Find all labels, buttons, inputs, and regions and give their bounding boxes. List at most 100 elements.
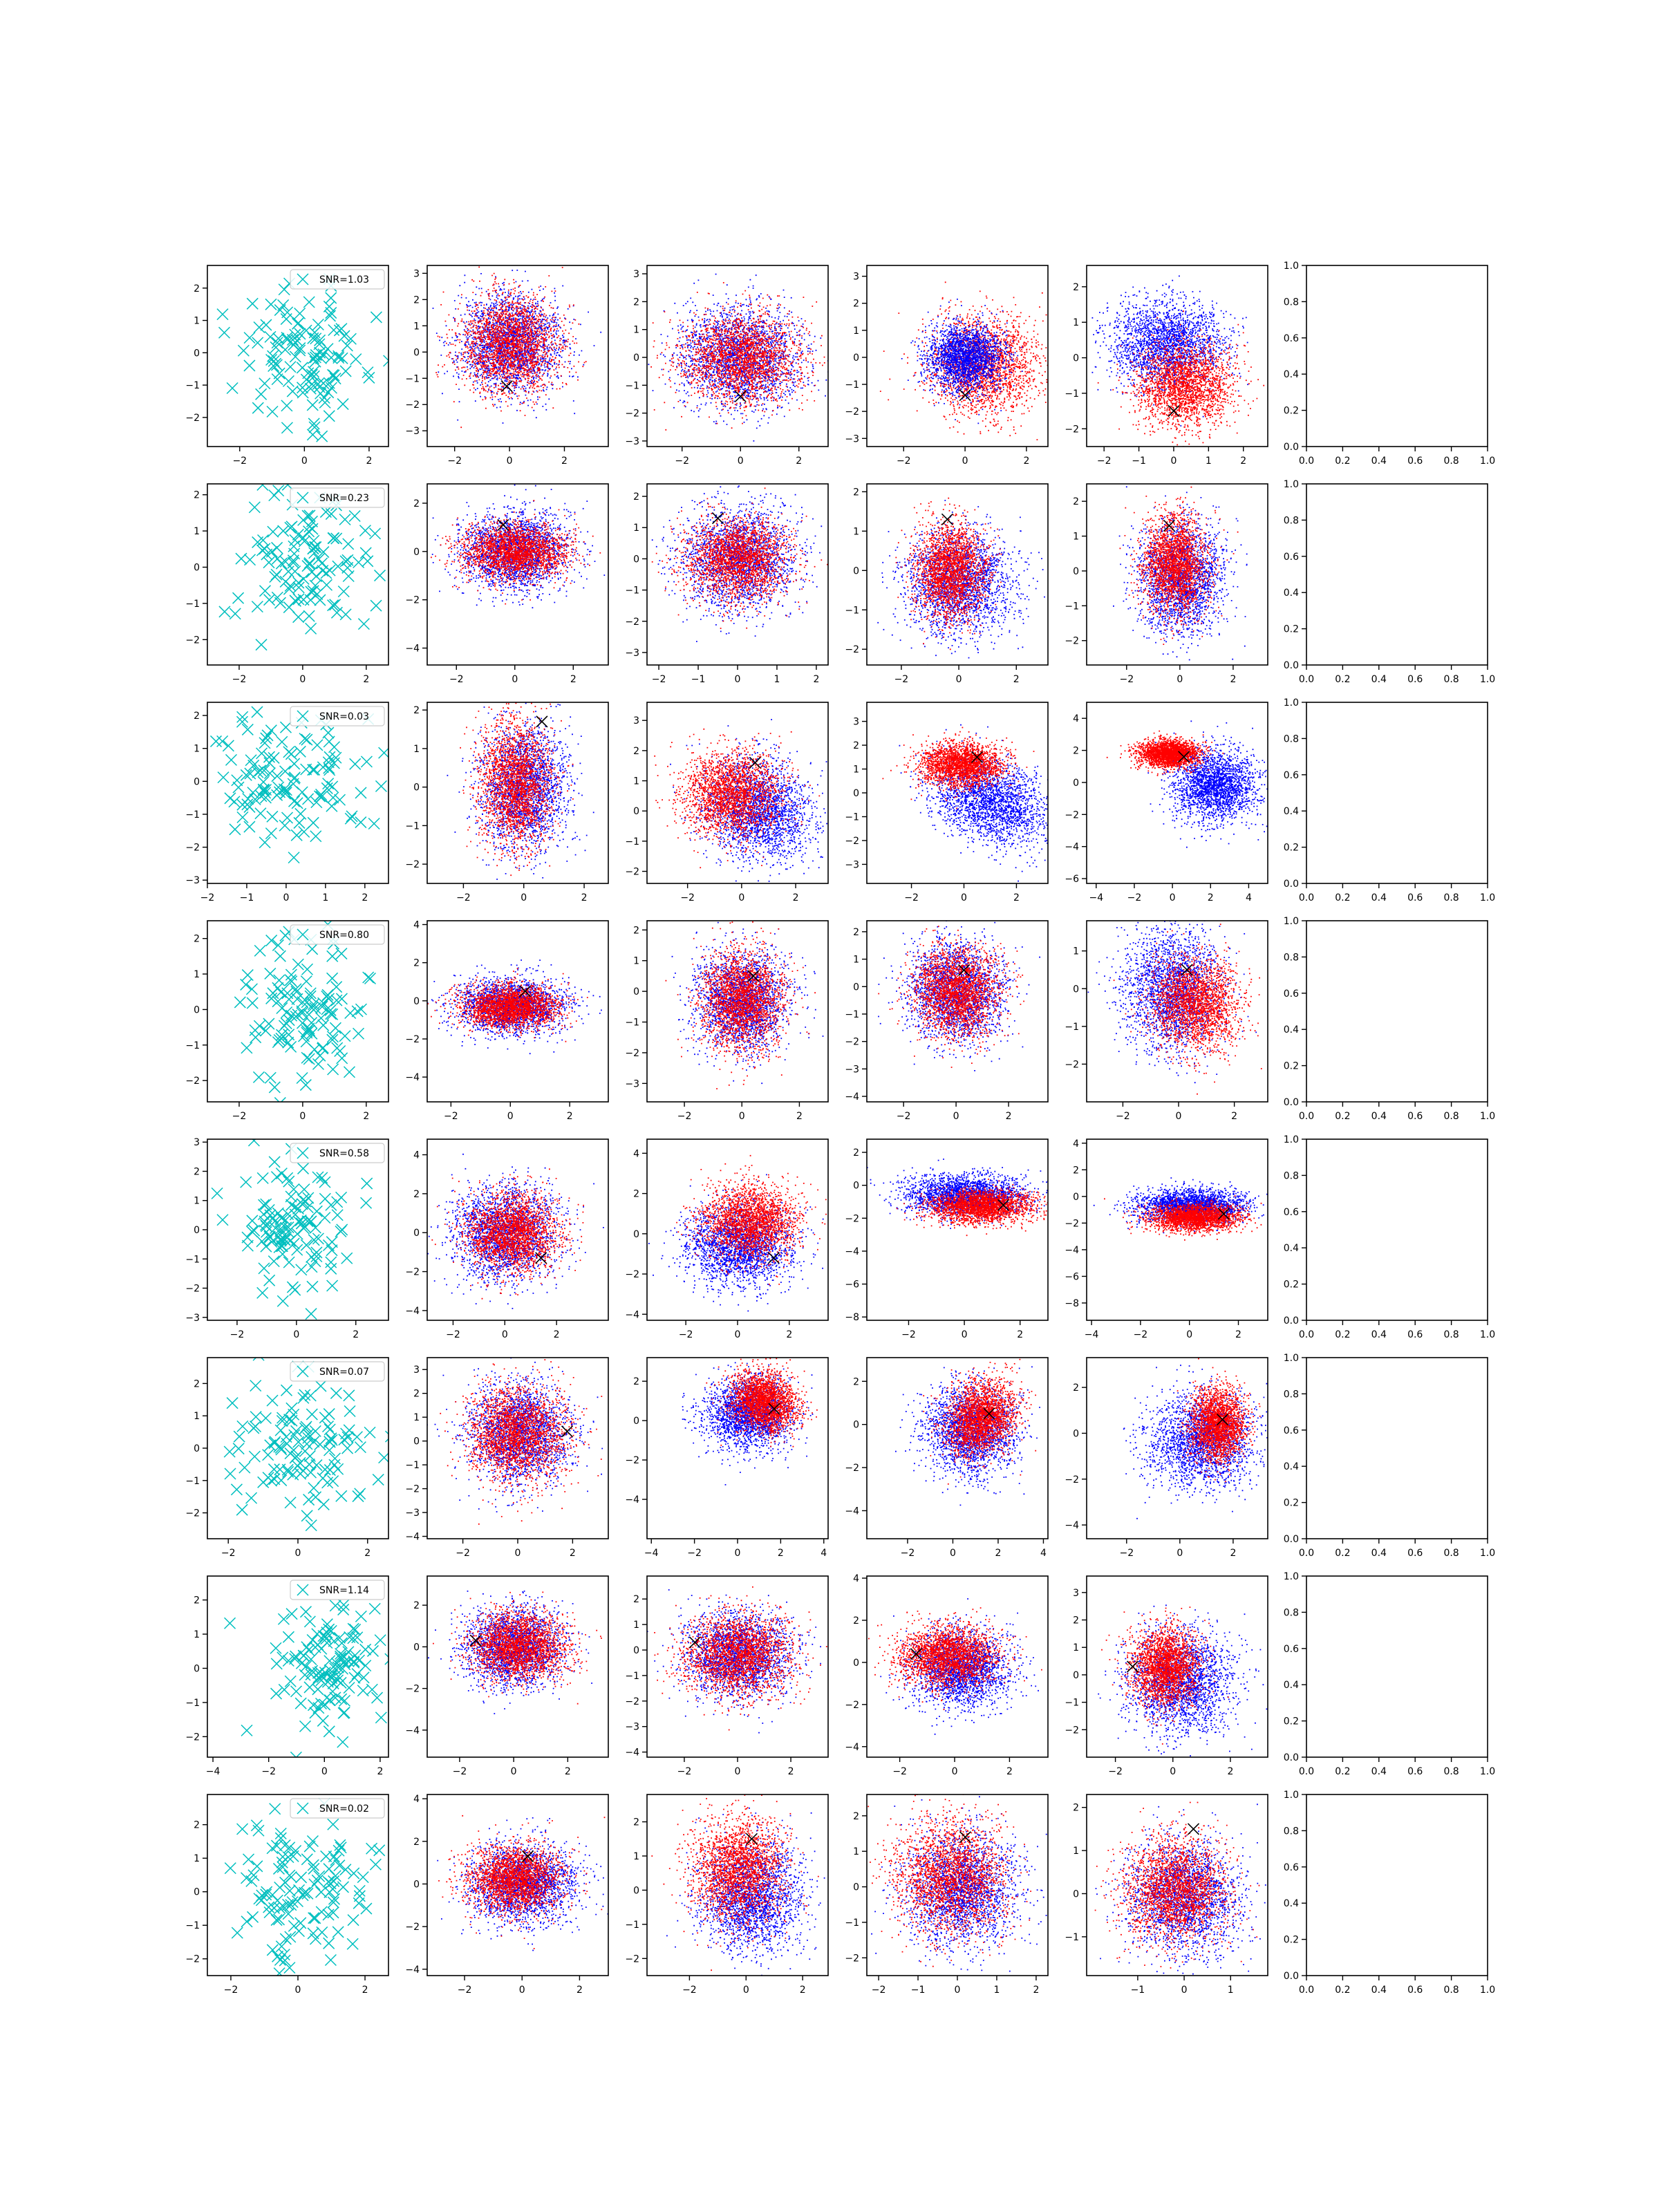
cyan-point bbox=[308, 765, 319, 776]
cyan-point bbox=[252, 706, 263, 718]
cloud-axis-xtick-label: −1 bbox=[1132, 456, 1146, 467]
cloud-axis-ytick-label: 3 bbox=[633, 269, 639, 280]
snr-axis-ytick-label: 0 bbox=[194, 1225, 200, 1236]
cloud-axis-ytick-label: −2 bbox=[405, 400, 420, 411]
cyan-point bbox=[229, 824, 241, 835]
empty-axis-ytick-label: 1.0 bbox=[1284, 1353, 1299, 1364]
empty-axis-ytick-label: 0.6 bbox=[1284, 552, 1299, 563]
cloud-axis-ytick-label: −1 bbox=[1065, 1932, 1079, 1943]
cloud-axis-ytick-label: 0 bbox=[853, 788, 859, 799]
cloud-points bbox=[1123, 1359, 1297, 1519]
cloud-panel-row-4-col-5: −2 0 2−2−101 bbox=[1065, 885, 1268, 1123]
cyan-point bbox=[233, 1443, 244, 1454]
cloud-points bbox=[447, 673, 594, 911]
cloud-axis-xtick-label: −2 bbox=[904, 892, 919, 903]
cyan-point bbox=[332, 1976, 343, 1987]
cloud-axis-ytick-label: 2 bbox=[413, 1389, 420, 1400]
cyan-point bbox=[302, 510, 313, 521]
cyan-point bbox=[284, 1962, 295, 1974]
cloud-axis-ytick-label: −1 bbox=[1065, 388, 1079, 400]
empty-axis-frame bbox=[1306, 1576, 1488, 1757]
cyan-point bbox=[241, 979, 252, 990]
cloud-points bbox=[895, 1353, 1054, 1505]
empty-axis-frame bbox=[1306, 484, 1488, 665]
cloud-axis-ytick-label: 0 bbox=[413, 782, 420, 794]
red-cloud bbox=[651, 1784, 818, 1970]
cloud-points bbox=[861, 1772, 1050, 1983]
blue-cloud bbox=[1098, 1605, 1267, 1761]
cloud-axis-ytick-label: 2 bbox=[413, 1189, 420, 1200]
cyan-point bbox=[288, 541, 299, 552]
cyan-point bbox=[361, 1197, 372, 1208]
cyan-point bbox=[310, 333, 321, 344]
cyan-point bbox=[244, 332, 255, 344]
cloud-axis-xtick-label: 2 bbox=[561, 456, 568, 467]
cyan-point bbox=[375, 570, 386, 581]
cyan-point bbox=[315, 1380, 326, 1391]
cyan-point bbox=[209, 466, 220, 477]
cloud-axis-xtick-label: −2 bbox=[675, 456, 689, 467]
cloud-axis-xtick-label: 2 bbox=[570, 1548, 576, 1559]
cyan-point bbox=[305, 988, 316, 999]
cloud-axis-ytick-label: −2 bbox=[405, 1484, 420, 1495]
cloud-axis-ytick-label: −3 bbox=[845, 433, 859, 444]
cloud-axis-xtick-label: 0 bbox=[1170, 892, 1176, 903]
cyan-point bbox=[341, 1253, 353, 1264]
cloud-axis-ytick-label: 0 bbox=[413, 1642, 420, 1653]
empty-axis-xtick-label: 0.8 bbox=[1443, 456, 1459, 467]
cyan-point bbox=[285, 1676, 296, 1687]
cyan-point bbox=[270, 1642, 281, 1653]
cloud-axis-ytick-label: 0 bbox=[413, 547, 420, 558]
cloud-panel-row-7-col-2: −2 0 2−4−202 bbox=[405, 1576, 608, 1777]
snr-axis-xtick-label: −2 bbox=[232, 456, 247, 467]
cyan-point bbox=[374, 1845, 385, 1856]
cloud-axis-ytick-label: 2 bbox=[1073, 1165, 1079, 1176]
cyan-point bbox=[328, 532, 339, 543]
cloud-axis-xtick-label: 2 bbox=[796, 456, 802, 467]
cloud-axis-xtick-label: −2 bbox=[458, 1985, 472, 1996]
cyan-points bbox=[225, 1798, 384, 1987]
cyan-point bbox=[324, 411, 335, 422]
cyan-point bbox=[330, 1453, 341, 1464]
cyan-point bbox=[253, 1071, 264, 1082]
cloud-axis-ytick-label: 1 bbox=[633, 325, 639, 336]
empty-axis-xtick-label: 0.2 bbox=[1335, 1548, 1350, 1559]
cloud-axis-ytick-label: 0 bbox=[1073, 1428, 1079, 1439]
legend-label: SNR=0.03 bbox=[319, 711, 369, 722]
cloud-axis-ytick-label: −2 bbox=[625, 1269, 639, 1280]
red-cloud bbox=[644, 476, 830, 628]
cloud-axis-ytick-label: −6 bbox=[1065, 1271, 1079, 1282]
cloud-axis-ytick-label: 0 bbox=[633, 806, 639, 817]
cloud-axis-xtick-label: 2 bbox=[793, 892, 799, 903]
cloud-axis-ytick-label: 1 bbox=[1073, 532, 1079, 543]
empty-axis-ytick-label: 0.2 bbox=[1284, 624, 1299, 635]
cyan-point bbox=[335, 1226, 346, 1237]
cyan-point bbox=[270, 1436, 281, 1447]
legend-label: SNR=0.02 bbox=[319, 1803, 369, 1815]
cyan-point bbox=[276, 736, 288, 747]
red-cloud bbox=[666, 921, 816, 1103]
empty-axis-xtick-label: 1.0 bbox=[1480, 1985, 1495, 1996]
cloud-axis-xtick-label: −4 bbox=[644, 1548, 659, 1559]
snr-axis-ytick-label: 3 bbox=[194, 1137, 200, 1148]
legend-label: SNR=0.80 bbox=[319, 930, 369, 941]
cyan-point bbox=[328, 1819, 339, 1830]
cyan-point bbox=[272, 939, 283, 950]
empty-axis-frame bbox=[1306, 265, 1488, 447]
cyan-point bbox=[286, 1609, 297, 1620]
cloud-axis-ytick-label: −1 bbox=[625, 585, 639, 597]
cloud-axis-xtick-label: −2 bbox=[894, 674, 909, 685]
cyan-point bbox=[252, 402, 263, 413]
cloud-axis-ytick-label: 1 bbox=[413, 1412, 420, 1423]
snr-axis-ytick-label: 2 bbox=[194, 490, 200, 501]
cyan-point bbox=[324, 1864, 335, 1875]
cyan-point bbox=[375, 1712, 386, 1723]
cloud-axis-ytick-label: −4 bbox=[1065, 1520, 1079, 1531]
empty-axis-ytick-label: 1.0 bbox=[1284, 1790, 1299, 1801]
cyan-point bbox=[234, 1431, 245, 1442]
cyan-point bbox=[265, 331, 276, 342]
